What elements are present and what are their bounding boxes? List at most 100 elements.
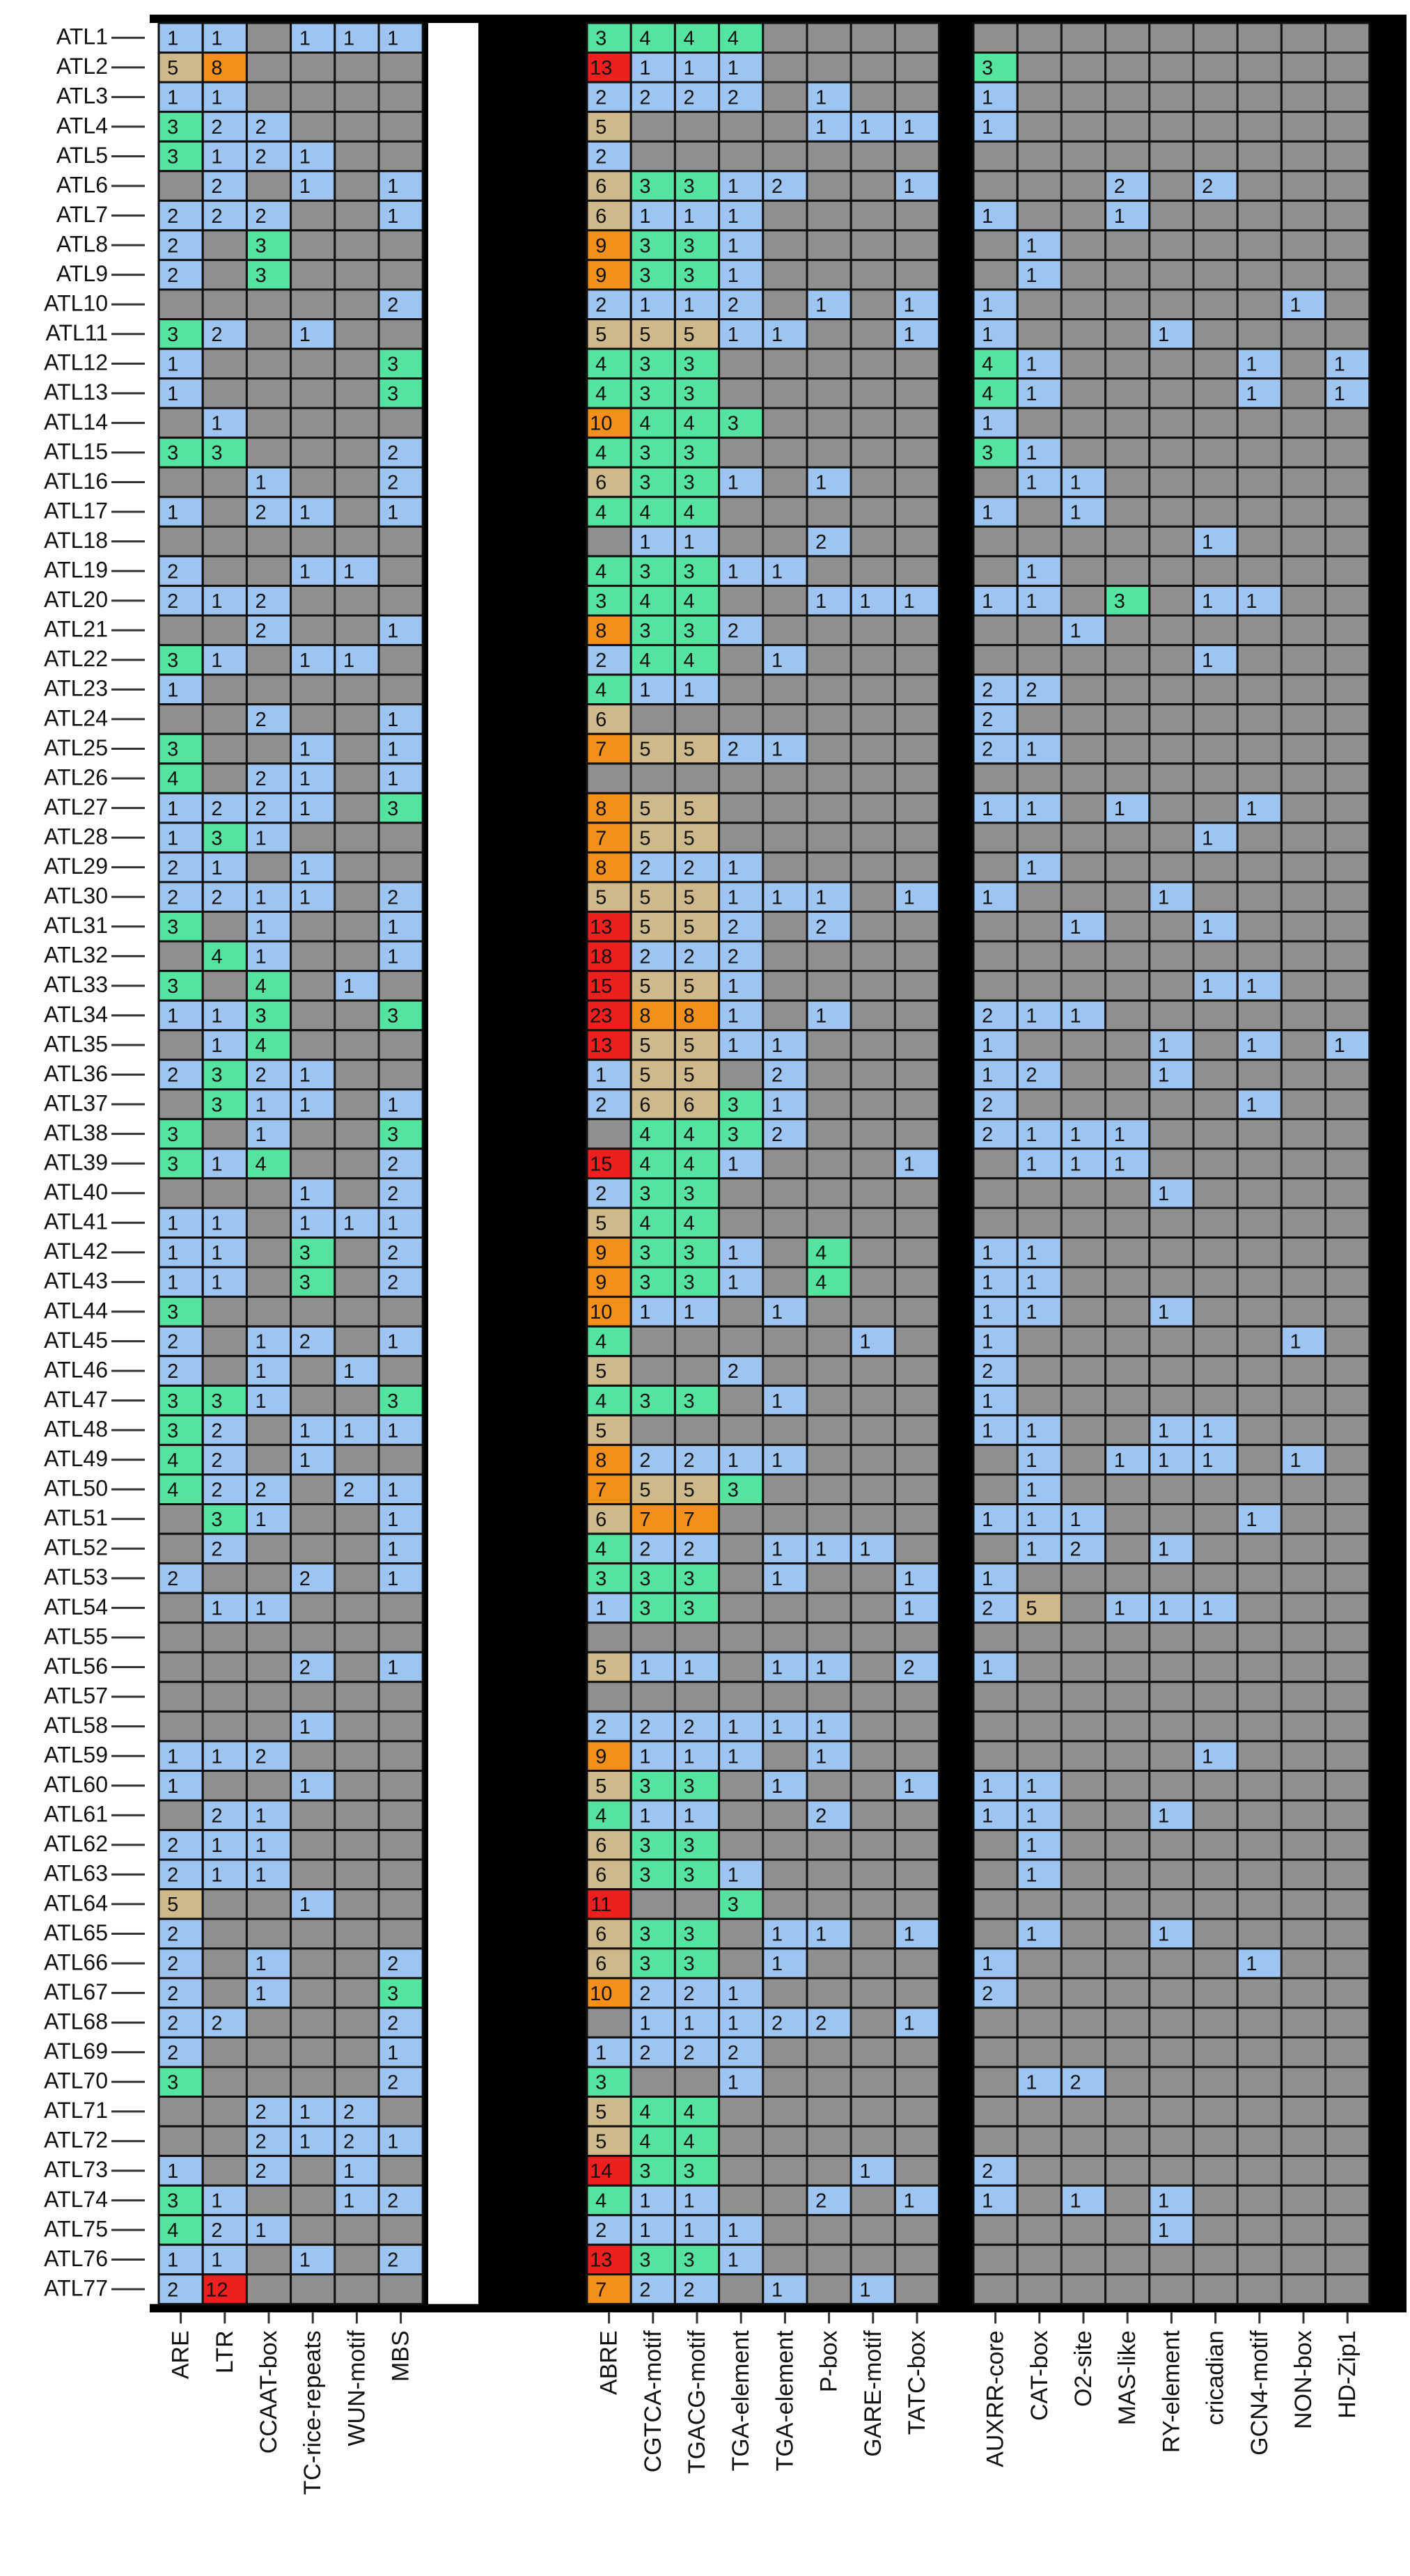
- heatmap-cell: [334, 644, 380, 676]
- heatmap-cell: [290, 555, 336, 587]
- heatmap-cell: [1192, 22, 1239, 54]
- heatmap-cell: [1016, 1947, 1063, 1979]
- heatmap-cell: [1016, 1384, 1063, 1417]
- heatmap-cell: [1016, 1562, 1063, 1594]
- heatmap-cell: [806, 1621, 852, 1654]
- cell-value: 3: [387, 354, 398, 376]
- row-tick: [111, 1577, 145, 1580]
- heatmap-cell: [849, 644, 896, 676]
- heatmap-cell: [1324, 496, 1371, 528]
- cell-value: 2: [256, 2131, 267, 2153]
- heatmap-cell: [1236, 792, 1283, 824]
- heatmap-cell: [1016, 822, 1063, 854]
- heatmap-cell: [1192, 258, 1239, 291]
- column-tick: [696, 2312, 698, 2324]
- heatmap-cell: [245, 2273, 292, 2305]
- cell-value: 18: [590, 946, 612, 968]
- cell-value: 2: [684, 2279, 695, 2301]
- heatmap-cell: [1104, 1177, 1151, 1209]
- heatmap-cell: [762, 1621, 808, 1654]
- heatmap-cell: [1192, 437, 1239, 469]
- heatmap-cell: [201, 1681, 248, 1713]
- heatmap-cell: [673, 1384, 721, 1417]
- heatmap-cell: [762, 1977, 808, 2009]
- heatmap-cell: [377, 881, 424, 913]
- heatmap-cell: [201, 2125, 248, 2158]
- heatmap-cell: [849, 970, 896, 1002]
- heatmap-cell: [1236, 2155, 1283, 2187]
- heatmap-cell: [290, 1058, 336, 1091]
- heatmap-cell: [1060, 911, 1107, 943]
- heatmap-cell: [629, 525, 676, 558]
- heatmap-cell: [377, 614, 424, 647]
- cell-value: 1: [211, 2190, 222, 2213]
- cell-value: 1: [771, 1775, 783, 1798]
- heatmap-cell: [1148, 1888, 1195, 1920]
- heatmap-cell: [1236, 2184, 1283, 2217]
- cell-value: 1: [211, 857, 222, 879]
- cell-value: 1: [299, 1212, 311, 1234]
- cell-value: 1: [1114, 205, 1125, 228]
- cell-value: 1: [904, 175, 915, 198]
- cell-value: 3: [639, 1953, 650, 1975]
- cell-value: 1: [1158, 1539, 1169, 1561]
- heatmap-cell: [377, 2006, 424, 2039]
- heatmap-cell: [673, 1858, 721, 1891]
- cell-value: 1: [343, 1420, 354, 1442]
- heatmap-cell: [762, 2006, 808, 2039]
- column-tick: [916, 2312, 918, 2324]
- cell-value: 7: [595, 1479, 606, 1501]
- heatmap-cell: [334, 940, 380, 973]
- heatmap-cell: [1324, 851, 1371, 883]
- heatmap-cell: [849, 1740, 896, 1772]
- cell-value: 1: [256, 1864, 267, 1887]
- heatmap-cell: [1236, 170, 1283, 202]
- row-label: ATL8: [56, 231, 108, 256]
- cell-value: 5: [595, 1212, 606, 1234]
- heatmap-cell: [334, 911, 380, 943]
- cell-value: 8: [595, 1450, 606, 1472]
- heatmap-cell: [806, 525, 852, 558]
- row-tick: [111, 1459, 145, 1461]
- heatmap-cell: [201, 1443, 248, 1476]
- cell-value: 1: [815, 1005, 827, 1028]
- heatmap-cell: [157, 496, 204, 528]
- heatmap-cell: [1104, 1296, 1151, 1328]
- heatmap-cell: [1016, 407, 1063, 439]
- cell-value: 2: [387, 472, 398, 494]
- heatmap-cell: [1104, 377, 1151, 409]
- heatmap-cell: [1060, 347, 1107, 380]
- heatmap-cell: [673, 2066, 721, 2098]
- heatmap-cell: [201, 347, 248, 380]
- heatmap-cell: [673, 2184, 721, 2217]
- heatmap-cell: [1060, 2243, 1107, 2276]
- cell-value: 1: [299, 1894, 311, 1916]
- heatmap-cell: [201, 377, 248, 409]
- heatmap-cell: [334, 288, 380, 321]
- cell-value: 2: [595, 2220, 606, 2242]
- heatmap-cell: [245, 1917, 292, 1950]
- heatmap-cell: [1016, 911, 1063, 943]
- heatmap-cell: [1192, 1799, 1239, 1832]
- cell-value: 1: [343, 560, 354, 583]
- row-tick: [111, 599, 145, 602]
- heatmap-cell: [1016, 881, 1063, 913]
- heatmap-cell: [1324, 822, 1371, 854]
- heatmap-cell: [762, 1117, 808, 1150]
- cell-value: 7: [595, 2279, 606, 2301]
- heatmap-cell: [586, 1532, 632, 1565]
- heatmap-cell: [201, 437, 248, 469]
- heatmap-cell: [290, 229, 336, 261]
- heatmap-cell: [849, 2273, 896, 2305]
- cell-value: 1: [728, 324, 739, 346]
- heatmap-cell: [586, 288, 632, 321]
- row-label: ATL77: [44, 2275, 108, 2300]
- heatmap-cell: [377, 1769, 424, 1802]
- row-tick: [111, 1666, 145, 1669]
- heatmap-cell: [245, 1266, 292, 1298]
- heatmap-cell: [201, 140, 248, 173]
- heatmap-cell: [629, 1236, 676, 1269]
- heatmap-cell: [1016, 584, 1063, 617]
- heatmap-cell: [377, 1355, 424, 1387]
- heatmap-cell: [849, 1621, 896, 1654]
